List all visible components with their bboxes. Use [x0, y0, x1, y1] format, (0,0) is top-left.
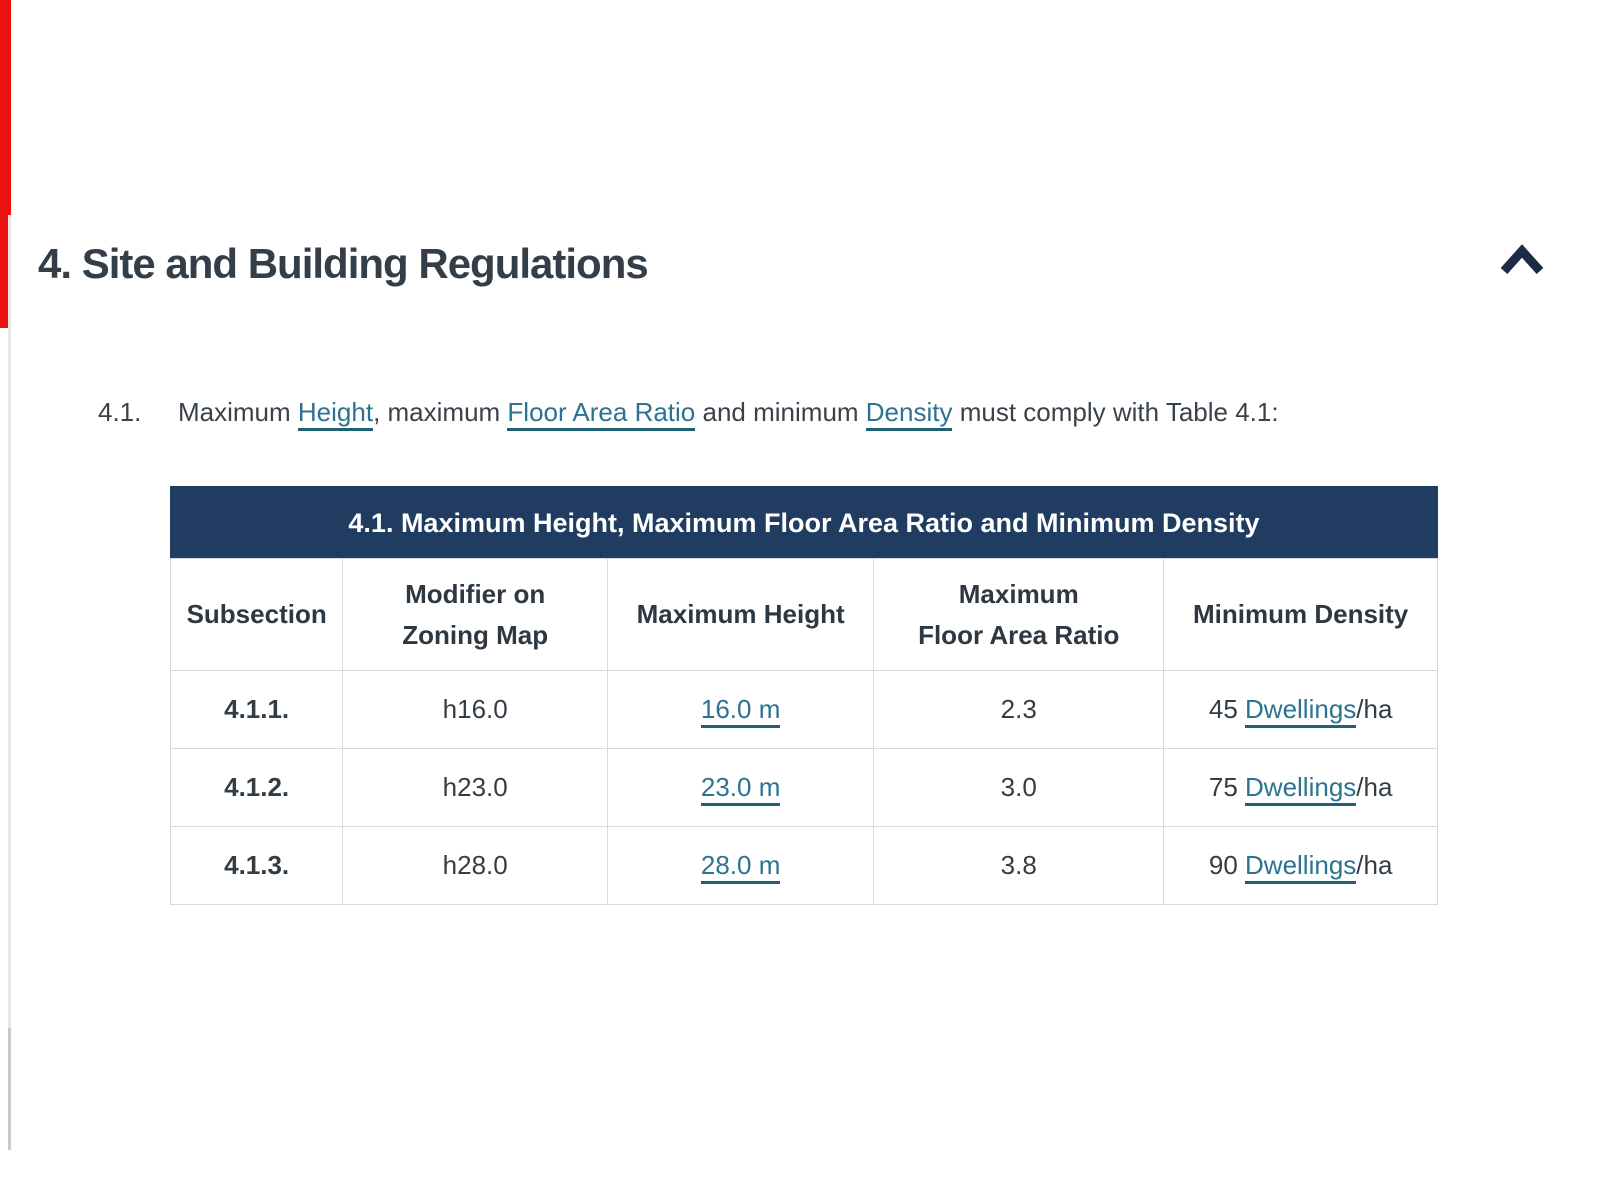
- chevron-up-icon: [1498, 240, 1546, 289]
- density-unit: /ha: [1356, 694, 1393, 724]
- link-max-height[interactable]: 16.0 m: [700, 694, 781, 728]
- link-dwellings[interactable]: Dwellings: [1245, 850, 1357, 884]
- section-heading: 4. Site and Building Regulations: [38, 240, 649, 287]
- column-header-min-density: Minimum Density: [1163, 558, 1438, 671]
- link-height[interactable]: Height: [297, 397, 374, 431]
- table-4-1: 4.1. Maximum Height, Maximum Floor Area …: [169, 486, 1438, 905]
- clause-text: , maximum: [373, 397, 508, 427]
- cell-min-density: 45 Dwellings/ha: [1163, 670, 1438, 749]
- column-header-max-height: Maximum Height: [607, 558, 875, 671]
- cell-min-density: 90 Dwellings/ha: [1163, 826, 1438, 905]
- cell-modifier: h16.0: [342, 670, 609, 749]
- cell-modifier: h23.0: [342, 748, 609, 827]
- cell-floor-area-ratio: 3.0: [873, 748, 1165, 827]
- content-left-rule: [8, 215, 11, 1150]
- table-header-row: Subsection Modifier on Zoning Map Maximu…: [169, 558, 1438, 671]
- content-left-rule-thumb: [8, 1028, 11, 1150]
- cell-max-height: 23.0 m: [607, 748, 875, 827]
- table-row: 4.1.2. h23.0 23.0 m 3.0 75 Dwellings/ha: [169, 748, 1438, 827]
- density-value: 75: [1208, 772, 1246, 802]
- density-unit: /ha: [1356, 772, 1393, 802]
- link-floor-area-ratio[interactable]: Floor Area Ratio: [507, 397, 696, 431]
- cell-modifier: h28.0: [342, 826, 609, 905]
- density-value: 45: [1208, 694, 1246, 724]
- clause-text: and minimum: [695, 397, 866, 427]
- cell-max-height: 28.0 m: [607, 826, 875, 905]
- link-max-height[interactable]: 28.0 m: [700, 850, 781, 884]
- clause-text: must comply with Table 4.1:: [952, 397, 1279, 427]
- clause-4-1: 4.1. Maximum Height, maximum Floor Area R…: [98, 394, 1498, 432]
- link-dwellings[interactable]: Dwellings: [1245, 694, 1357, 728]
- density-value: 90: [1208, 850, 1246, 880]
- collapse-section-button[interactable]: [1496, 240, 1548, 288]
- density-unit: /ha: [1356, 850, 1393, 880]
- cell-subsection: 4.1.1.: [169, 670, 344, 749]
- cell-max-height: 16.0 m: [607, 670, 875, 749]
- cell-floor-area-ratio: 3.8: [873, 826, 1165, 905]
- column-header-modifier: Modifier on Zoning Map: [342, 558, 609, 671]
- section-header-row: 4. Site and Building Regulations: [38, 240, 1558, 288]
- cell-subsection: 4.1.3.: [169, 826, 344, 905]
- clause-number: 4.1.: [98, 397, 142, 427]
- cell-floor-area-ratio: 2.3: [873, 670, 1165, 749]
- link-max-height[interactable]: 23.0 m: [700, 772, 781, 806]
- regulations-table: Subsection Modifier on Zoning Map Maximu…: [169, 558, 1438, 905]
- table-caption: 4.1. Maximum Height, Maximum Floor Area …: [170, 486, 1438, 558]
- clause-text: Maximum: [178, 397, 298, 427]
- table-row: 4.1.1. h16.0 16.0 m 2.3 45 Dwellings/ha: [169, 670, 1438, 749]
- left-edge-red-marker: [0, 0, 11, 328]
- link-dwellings[interactable]: Dwellings: [1245, 772, 1357, 806]
- table-row: 4.1.3. h28.0 28.0 m 3.8 90 Dwellings/ha: [169, 826, 1438, 905]
- cell-subsection: 4.1.2.: [169, 748, 344, 827]
- link-density[interactable]: Density: [865, 397, 953, 431]
- column-header-subsection: Subsection: [169, 558, 344, 671]
- column-header-max-far: Maximum Floor Area Ratio: [873, 558, 1165, 671]
- cell-min-density: 75 Dwellings/ha: [1163, 748, 1438, 827]
